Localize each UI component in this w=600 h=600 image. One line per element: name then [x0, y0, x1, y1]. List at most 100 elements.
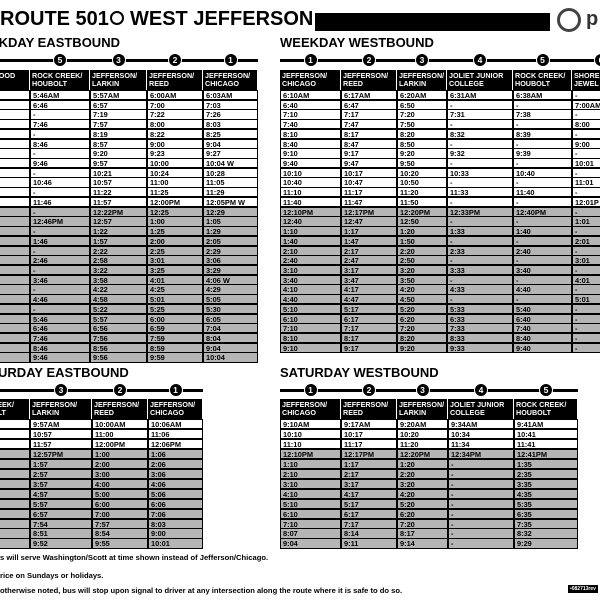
am-time-cell: 6:00AM [147, 90, 203, 101]
pm-time-cell: 1:01 [572, 216, 600, 227]
am-time-cell [0, 109, 30, 120]
am-time-cell: 10:00AM [92, 419, 148, 430]
am-time-cell: 6:20AM [397, 90, 447, 101]
pm-time-cell: 8:14 [341, 528, 397, 539]
am-time-cell: 10:34 [448, 428, 514, 440]
pm-time-cell: 6:57 [30, 508, 92, 519]
pm-time-cell: 6:00 [92, 498, 148, 510]
pm-time-cell: 2:10 [280, 245, 341, 256]
pm-time-cell: - [448, 488, 514, 500]
pm-time-cell: 5:33 [447, 303, 513, 315]
footnote: s will serve Washington/Scott at time sh… [0, 553, 269, 562]
pm-time-cell: 9:10 [280, 342, 341, 353]
pm-time-cell: 12:22PM [90, 206, 147, 217]
am-time-cell: 8:17 [341, 128, 397, 140]
column-header: JEFFERSON/LARKIN [397, 399, 448, 419]
pm-time-cell [0, 226, 30, 237]
pm-time-cell: 9:04 [203, 342, 258, 353]
am-time-cell: 7:22 [147, 109, 203, 120]
pm-time-cell: 6:20 [397, 508, 448, 519]
pm-time-cell: 7:20 [397, 518, 448, 529]
pm-time-cell: 3:50 [397, 274, 447, 285]
am-time-cell: 6:03AM [203, 90, 258, 101]
header-line: REED [149, 79, 169, 88]
column-header: JEFFERSON/REED [341, 70, 397, 90]
am-time-cell: 10:57 [30, 428, 92, 440]
pm-time-cell: 9:11 [341, 538, 397, 549]
pm-time-cell: 2:57 [30, 468, 92, 480]
pm-time-cell: 5:25 [147, 303, 203, 315]
pm-time-cell: 8:56 [90, 342, 147, 353]
pm-time-cell: - [447, 255, 513, 266]
pm-time-cell: 1:00 [92, 448, 148, 460]
pm-time-cell: 9:29 [514, 538, 578, 549]
am-time-cell: 5:46AM [30, 90, 90, 101]
pm-time-cell: 9:56 [90, 352, 147, 363]
am-time-cell: 10:01 [572, 158, 600, 169]
header-line: CHICAGO [282, 408, 316, 417]
pm-time-cell: 3:57 [30, 478, 92, 490]
pm-time-cell: 2:10 [280, 468, 341, 480]
am-time-cell: - [447, 177, 513, 188]
pm-time-cell: 2:00 [147, 235, 203, 247]
pm-time-cell: 4:10 [280, 284, 341, 295]
am-time-cell: 9:00 [147, 138, 203, 149]
pm-time-cell: 5:57 [90, 313, 147, 324]
logo-text: p [586, 8, 599, 30]
pm-time-cell: 4:25 [147, 284, 203, 295]
pm-time-cell [0, 313, 30, 324]
am-time-cell: 12:01P [572, 196, 600, 208]
pm-time-cell: 3:46 [30, 274, 90, 285]
pm-time-cell: 1:20 [397, 226, 447, 237]
am-time-cell: 6:38AM [513, 90, 572, 101]
header-bar [315, 13, 550, 31]
pm-time-cell: 8:54 [92, 528, 148, 539]
logo-mark [557, 8, 581, 32]
pm-time-cell: 3:35 [514, 478, 578, 490]
pm-time-cell: 4:46 [30, 294, 90, 305]
pm-time-cell: - [30, 226, 90, 237]
pm-time-cell: 3:06 [148, 468, 203, 480]
am-time-cell: 9:50 [397, 158, 447, 169]
am-time-cell: 9:34AM [448, 419, 514, 430]
pm-time-cell [0, 235, 30, 247]
am-time-cell: - [447, 99, 513, 110]
pm-time-cell: 5:10 [280, 498, 341, 510]
am-time-cell: 10:00 [147, 158, 203, 169]
pm-time-cell: 1:40 [513, 226, 572, 237]
am-time-cell: 9:20AM [397, 419, 448, 430]
pm-time-cell [0, 245, 30, 256]
pm-time-cell: - [513, 255, 572, 266]
column-header: ROCK CREEK/HOUBOLT [30, 70, 90, 90]
am-time-cell: 7:00AM [572, 99, 600, 110]
pm-time-cell: 6:05 [203, 313, 258, 324]
am-time-cell: 12:00PM [92, 438, 148, 450]
am-time-cell: - [447, 138, 513, 149]
header-line: CHICAGO [282, 79, 316, 88]
am-time-cell: - [30, 167, 90, 178]
am-time-cell: - [447, 119, 513, 130]
pm-time-cell [0, 498, 30, 510]
pm-time-cell: - [572, 323, 600, 334]
am-time-cell: 8:20 [397, 128, 447, 140]
pm-time-cell: 8:46 [30, 342, 90, 353]
am-time-cell: 10:10 [280, 428, 341, 440]
section-title: SATURDAY EASTBOUND [0, 365, 129, 380]
pm-time-cell: - [30, 206, 90, 217]
am-time-cell: - [513, 99, 572, 110]
am-time-cell: 8:10 [280, 128, 341, 140]
pm-time-cell: 8:40 [513, 333, 572, 344]
section-title: WEEKDAY WESTBOUND [280, 35, 434, 50]
pm-time-cell: 4:01 [572, 274, 600, 285]
pm-time-cell: 1:17 [341, 458, 397, 470]
pm-time-cell: 1:57 [90, 235, 147, 247]
pm-time-cell: 6:40 [513, 313, 572, 324]
am-time-cell: 11:33 [447, 187, 513, 198]
pm-time-cell: 4:06 W [203, 274, 258, 285]
pm-time-cell: 10:01 [148, 538, 203, 549]
pm-time-cell: 7:17 [341, 323, 397, 334]
am-time-cell: 9:39 [513, 148, 572, 159]
header-line: ROCK CREEK/ [515, 71, 566, 80]
pm-time-cell: 1:06 [148, 448, 203, 460]
